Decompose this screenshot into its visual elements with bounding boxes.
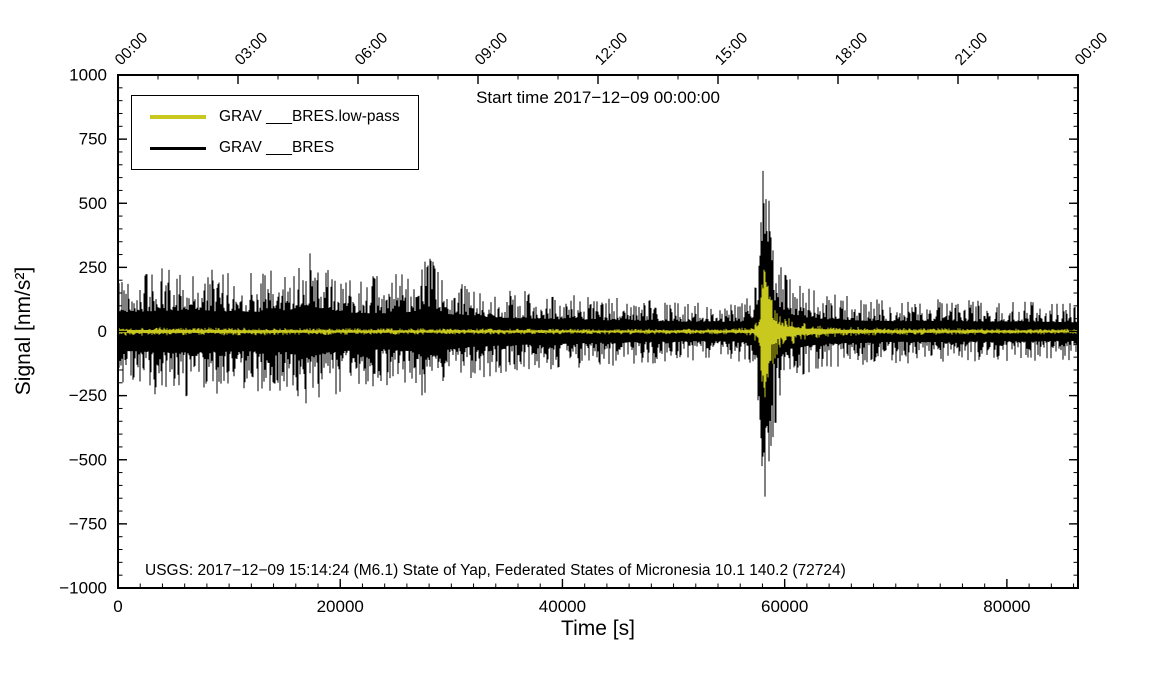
top-tick-label: 12:00 [592,29,632,69]
x-tick-label: 40000 [539,597,586,616]
series-trace-grav-bres [118,170,1078,497]
y-tick-label: −1000 [59,579,107,598]
lowpass-line-swatch [150,115,206,119]
y-tick-label: 250 [79,258,107,277]
usgs-annotation: USGS: 2017−12−09 15:14:24 (M6.1) State o… [145,562,846,579]
top-tick-label: 09:00 [472,29,512,69]
legend: GRAV ___BRES.low-pass GRAV ___BRES [131,95,419,170]
y-tick-label: 0 [98,322,107,341]
y-tick-label: −750 [69,514,107,533]
legend-label-raw: GRAV ___BRES [219,139,335,156]
top-tick-label: 03:00 [232,29,272,69]
y-tick-label: 1000 [69,66,107,85]
top-tick-label: 00:00 [112,29,152,69]
x-axis-label: Time [s] [561,617,635,640]
x-tick-label: 80000 [983,597,1030,616]
y-tick-label: 500 [79,194,107,213]
top-tick-label: 15:00 [712,29,752,69]
y-tick-label: −500 [69,450,107,469]
top-tick-label: 06:00 [352,29,392,69]
legend-item-raw: GRAV ___BRES [150,139,400,157]
top-tick-label: 00:00 [1072,29,1112,69]
x-tick-label: 20000 [317,597,364,616]
top-tick-label: 18:00 [832,29,872,69]
plot-title: Start time 2017−12−09 00:00:00 [476,88,720,107]
top-tick-label: 21:00 [952,29,992,69]
y-tick-label: 750 [79,130,107,149]
legend-item-lowpass: GRAV ___BRES.low-pass [150,108,400,126]
raw-line-swatch [150,146,206,150]
y-axis-label: Signal [nm/s²] [12,266,35,396]
x-tick-label: 0 [113,597,122,616]
y-tick-label: −250 [69,386,107,405]
x-tick-label: 60000 [761,597,808,616]
series-trace-grav-bres-low-pass [118,269,1078,398]
legend-label-lowpass: GRAV ___BRES.low-pass [219,108,400,125]
